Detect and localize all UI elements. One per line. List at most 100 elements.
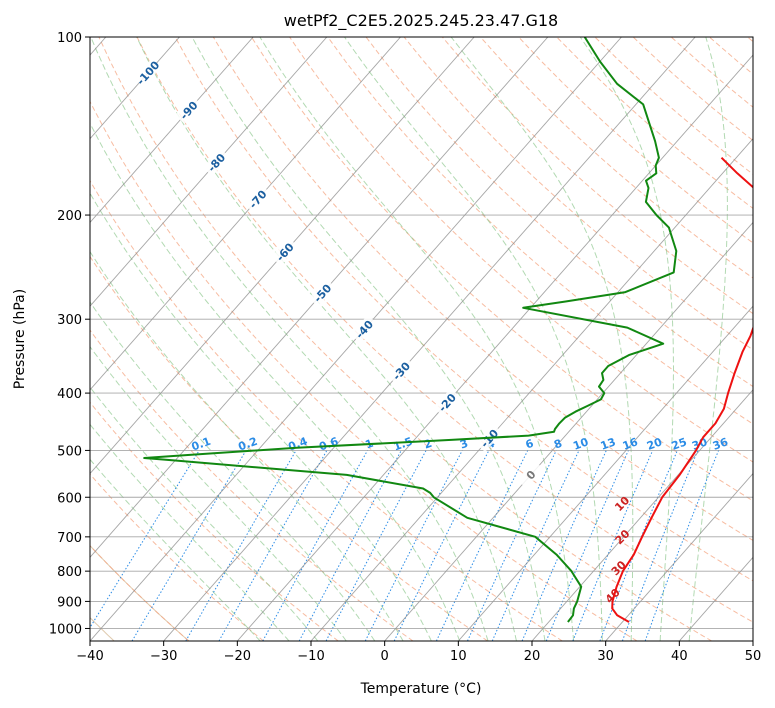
y-tick-label: 300	[57, 313, 82, 328]
isotherm-label-bg	[174, 95, 202, 124]
isentrope-line	[90, 544, 190, 641]
y-tick-label: 600	[57, 491, 82, 506]
isotherm-line	[310, 138, 753, 641]
x-tick-label: −10	[297, 649, 324, 664]
dry-adiabat-line	[327, 37, 753, 425]
isotherm-label-bg	[516, 460, 544, 489]
moist-adiabat-line	[90, 458, 261, 641]
mixing-ratio-label: 0.1	[190, 435, 213, 454]
y-axis-label: Pressure (hPa)	[12, 289, 28, 389]
mixing-ratio-line	[90, 450, 200, 629]
dry-adiabat-line	[90, 100, 638, 641]
dewpoint-profile-line	[143, 37, 678, 623]
mixing-ratio-label: 25	[670, 435, 689, 452]
isotherm-line	[90, 37, 401, 391]
x-tick-label: 30	[597, 649, 614, 664]
isotherm-line	[457, 305, 753, 641]
isotherm-label-bg	[350, 314, 378, 343]
moist-adiabat-line	[191, 37, 546, 641]
isotherm-label-bg	[271, 237, 299, 266]
y-tick-label: 800	[57, 565, 82, 580]
x-tick-label: −40	[76, 649, 103, 664]
mixing-ratio-label: 2	[422, 437, 434, 452]
moist-adiabat-line	[688, 37, 728, 641]
plot-frame	[89, 36, 754, 642]
isotherm-line	[90, 37, 549, 558]
isotherm-label-bg	[433, 388, 461, 417]
mixing-ratio-line	[545, 450, 629, 641]
mixing-ratio-lines	[90, 450, 720, 641]
x-tick-label: 10	[450, 649, 467, 664]
chart-title: wetPf2_C2E5.2025.245.23.47.G18	[284, 11, 558, 31]
isentrope-lines	[90, 544, 190, 641]
plot-area: 0.10.20.40.611.52346810131620253036-100-…	[90, 37, 753, 641]
moist-adiabat-line	[90, 122, 461, 641]
profile-series	[143, 37, 753, 623]
mixing-ratio-label: 20	[645, 435, 664, 453]
x-tick-label: 0	[381, 649, 389, 664]
isotherm-line	[605, 472, 753, 641]
mixing-ratio-label: 13	[599, 435, 618, 452]
mixing-ratio-label: 1.5	[392, 435, 415, 454]
y-tick-label: 200	[57, 209, 82, 224]
mixing-ratio-label: 3	[458, 437, 470, 452]
mixing-ratio-line	[435, 450, 529, 641]
mixing-ratio-line	[467, 450, 557, 641]
temperature-profile-line	[611, 156, 753, 623]
isotherm-line	[90, 37, 328, 307]
y-axis-ticks: 100 200 300 400 500 600 700 800 900 1000	[49, 31, 90, 637]
isotherm-line	[90, 37, 180, 140]
moist-adiabat-line	[90, 192, 432, 641]
dry-adiabat-line	[98, 37, 712, 641]
dry-adiabat-line	[403, 37, 753, 351]
mixing-ratio-label: 10	[571, 435, 590, 453]
y-tick-label: 400	[57, 387, 82, 402]
y-tick-label: 500	[57, 444, 82, 459]
mixing-ratio-line	[599, 450, 678, 641]
dry-adiabat-line	[90, 401, 339, 641]
mixing-ratio-line	[621, 450, 699, 641]
x-tick-label: 50	[745, 649, 762, 664]
x-tick-label: 20	[524, 649, 541, 664]
dry-adiabat-line	[289, 37, 753, 463]
x-tick-label: −30	[150, 649, 177, 664]
mixing-ratio-line	[262, 450, 368, 641]
dry-adiabat-line	[251, 37, 753, 502]
mixing-ratio-line	[298, 450, 402, 641]
moist-adiabat-line	[90, 423, 290, 641]
mixing-ratio-label: 0.6	[317, 435, 340, 454]
isotherm-label-bg	[308, 278, 336, 307]
isotherm-line	[90, 37, 475, 475]
pressure-gridlines	[90, 37, 753, 629]
moist-adiabat-line	[450, 37, 634, 641]
moist-adiabat-line	[90, 250, 404, 641]
mixing-ratio-label: 36	[711, 435, 730, 453]
mixing-ratio-line	[325, 450, 427, 641]
moist-adiabat-line	[136, 37, 517, 641]
mixing-ratio-line	[572, 450, 654, 641]
isotherm-label-bg	[387, 356, 415, 385]
mixing-ratio-line	[521, 450, 607, 641]
isotherm-line	[531, 389, 753, 641]
x-axis-ticks: −40 −30 −20 −10 0 10 20 30 40 50	[76, 641, 761, 664]
mixing-ratio-line	[644, 450, 720, 641]
y-tick-label: 1000	[49, 622, 82, 637]
mixing-ratio-line	[218, 450, 328, 641]
isotherm-line	[236, 54, 753, 641]
moist-adiabat-line	[259, 37, 575, 641]
isotherm-label-bg	[243, 184, 271, 213]
dry-adiabat-line	[90, 255, 488, 641]
mixing-ratio-label: 0.2	[237, 435, 260, 454]
x-tick-label: −20	[224, 649, 251, 664]
y-tick-label: 100	[57, 31, 82, 46]
dry-adiabat-line	[90, 473, 264, 641]
moist-adiabat-lines	[90, 37, 728, 641]
moist-adiabat-line	[90, 386, 319, 641]
x-tick-label: 40	[671, 649, 688, 664]
isotherm-line	[90, 37, 254, 224]
dry-adiabat-line	[174, 37, 753, 582]
dry-adiabat-line	[136, 37, 753, 623]
y-tick-label: 700	[57, 531, 82, 546]
mixing-ratio-label: 6	[524, 437, 536, 452]
